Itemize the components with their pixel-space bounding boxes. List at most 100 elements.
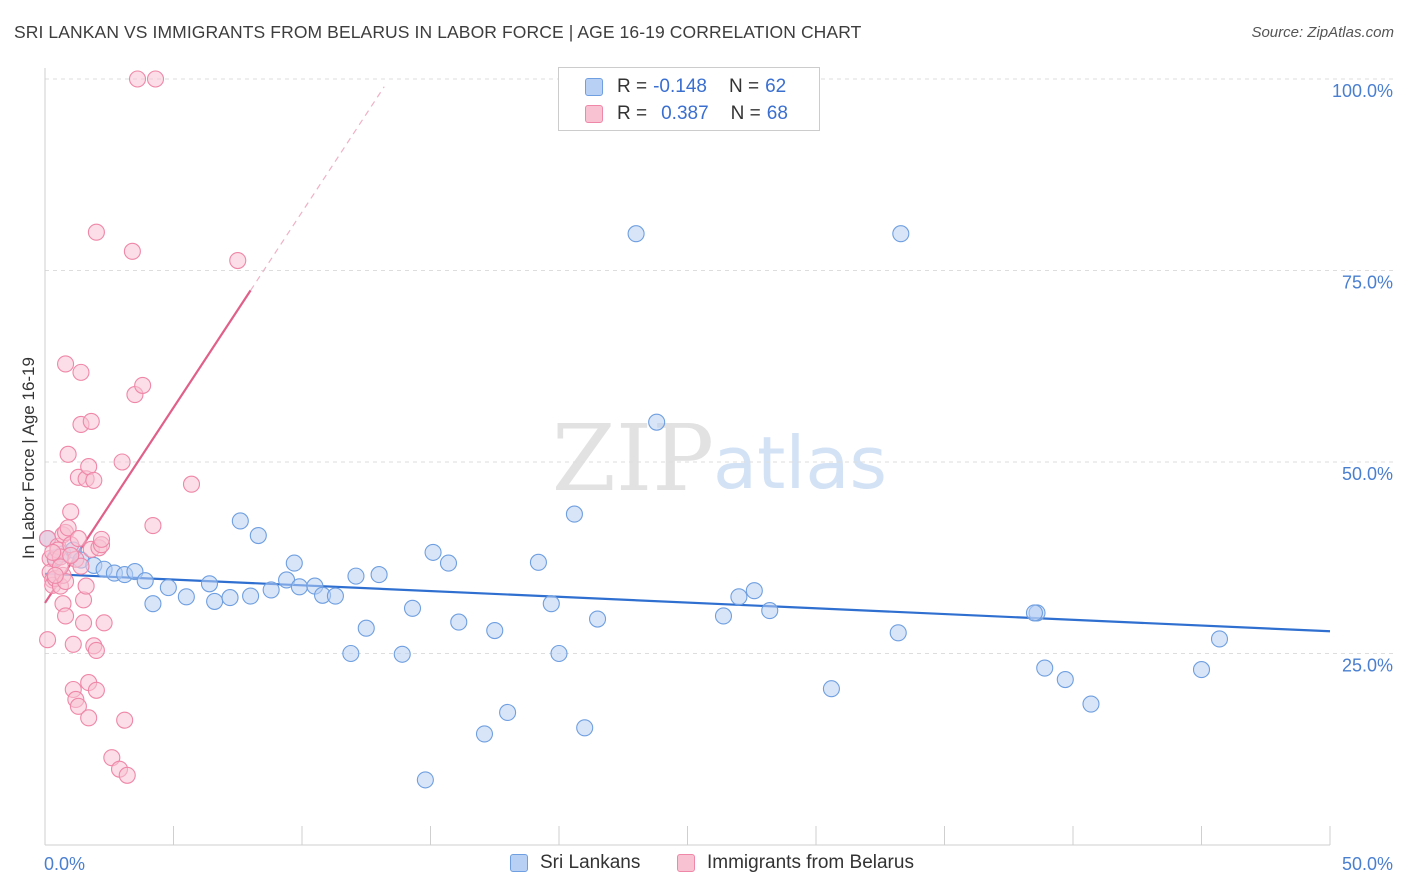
belarus-point: [87, 681, 105, 699]
sri-lankan-point: [761, 602, 779, 620]
belarus-point: [77, 577, 95, 595]
legend-n-value: 68: [766, 103, 788, 124]
x-tick-label: 0.0%: [44, 854, 85, 874]
sri-lankan-point: [892, 225, 910, 243]
belarus-point: [57, 607, 75, 625]
legend-row-sri-lankans: R = -0.148 N = 62: [585, 76, 786, 98]
sri-lankan-point: [1082, 695, 1100, 713]
sri-lankan-point: [529, 553, 547, 571]
sri-lankan-point: [542, 595, 560, 613]
sri-lankan-point: [242, 587, 260, 605]
legend-swatch-pink: [585, 105, 603, 123]
sri-lankan-point: [1025, 604, 1043, 622]
chart-title: SRI LANKAN VS IMMIGRANTS FROM BELARUS IN…: [14, 22, 862, 42]
sri-lankan-point: [550, 644, 568, 663]
legend-n-label: N =: [730, 103, 761, 124]
belarus-point: [87, 223, 105, 241]
legend-item-belarus[interactable]: Immigrants from Belarus: [677, 852, 914, 874]
x-tick-labels: 0.0% 50.0%: [44, 854, 1393, 874]
y-axis-label: In Labor Force | Age 16-19: [19, 357, 38, 559]
sri-lankan-point: [159, 579, 177, 597]
watermark: ZIP atlas: [552, 405, 887, 512]
belarus-point: [182, 475, 201, 493]
belarus-point: [123, 242, 141, 260]
belarus-point: [46, 566, 64, 584]
source-credit: Source: ZipAtlas.com: [1251, 24, 1394, 41]
y-tick-label: 75.0%: [1342, 273, 1393, 293]
sri-lankan-point: [177, 588, 195, 606]
sri-lankan-point: [889, 624, 907, 642]
legend-swatch-blue: [510, 854, 528, 872]
belarus-point: [72, 363, 90, 381]
sri-lankan-point: [1056, 670, 1074, 689]
legend-r-label: R =: [617, 103, 648, 124]
legend-label: Immigrants from Belarus: [707, 852, 914, 873]
y-tick-label: 25.0%: [1342, 656, 1393, 676]
legend-r-label: R =: [617, 76, 648, 97]
sri-lankan-point: [822, 680, 840, 698]
watermark-zip: ZIP: [552, 405, 714, 512]
belarus-point: [118, 766, 136, 784]
sri-lankan-point: [206, 592, 224, 610]
sri-lankan-point: [714, 607, 733, 625]
legend-label: Sri Lankans: [540, 852, 641, 873]
sri-lankan-point: [403, 599, 422, 617]
gridlines: [45, 78, 1393, 654]
series-legend: Sri Lankans Immigrants from Belarus: [0, 852, 1406, 876]
belarus-point: [95, 614, 113, 632]
trend-line-sri-lankans: [44, 572, 1331, 633]
sri-lankan-point: [648, 413, 666, 431]
belarus-point: [144, 517, 162, 535]
sri-lankan-point: [416, 771, 434, 789]
belarus-point: [128, 70, 147, 88]
data-points: [39, 70, 1229, 789]
legend-item-sri-lankans[interactable]: Sri Lankans: [510, 852, 640, 874]
sri-lankan-point: [627, 225, 645, 243]
axes: [44, 68, 1331, 846]
belarus-point: [69, 697, 87, 715]
belarus-point: [80, 709, 98, 727]
belarus-point: [69, 530, 87, 548]
belarus-point: [113, 453, 131, 471]
sri-lankan-point: [424, 543, 442, 561]
belarus-point: [92, 530, 111, 548]
belarus-point: [64, 635, 82, 653]
x-tick-label: 50.0%: [1342, 854, 1393, 874]
sri-lankan-point: [565, 505, 583, 523]
sri-lankan-point: [290, 578, 308, 596]
y-tick-label: 100.0%: [1332, 81, 1393, 101]
belarus-point: [87, 641, 105, 659]
belarus-point: [44, 543, 62, 561]
sri-lankan-point: [347, 567, 365, 585]
sri-lankan-point: [499, 703, 517, 722]
sri-lankan-point: [249, 526, 267, 545]
legend-swatch-blue: [585, 78, 603, 96]
sri-lankan-point: [231, 512, 249, 530]
legend-row-belarus: R = 0.387 N = 68: [585, 103, 788, 125]
correlation-legend: R = -0.148 N = 62 R = 0.387 N = 68: [558, 67, 820, 131]
sri-lankan-point: [200, 575, 219, 593]
sri-lankan-point: [221, 589, 239, 607]
sri-lankan-point: [1210, 630, 1229, 648]
sri-lankan-point: [745, 582, 763, 600]
sri-lankan-point: [136, 572, 154, 590]
sri-lankan-point: [357, 619, 375, 637]
trend-lines: [44, 86, 1331, 633]
y-tick-label: 50.0%: [1342, 464, 1393, 484]
sri-lankan-point: [285, 554, 303, 572]
sri-lankan-point: [144, 595, 162, 613]
sri-lankan-point: [342, 644, 360, 663]
sri-lankan-point: [730, 588, 748, 606]
sri-lankan-point: [370, 566, 388, 584]
sri-lankan-point: [439, 554, 458, 572]
legend-n-value: 62: [765, 76, 787, 97]
belarus-point: [116, 711, 134, 729]
belarus-point: [146, 70, 165, 88]
sri-lankan-point: [475, 725, 494, 743]
belarus-point: [39, 631, 57, 649]
sri-lankan-point: [393, 645, 411, 663]
sri-lankan-point: [1036, 659, 1054, 677]
y-tick-labels: 25.0% 50.0% 75.0% 100.0%: [1332, 81, 1393, 676]
watermark-atlas: atlas: [713, 421, 887, 505]
belarus-point: [57, 355, 75, 373]
